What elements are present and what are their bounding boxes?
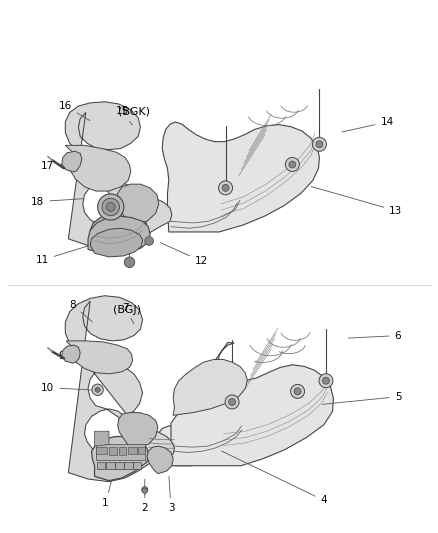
Polygon shape [133, 462, 141, 470]
Text: 9: 9 [59, 351, 83, 361]
Text: 15: 15 [116, 107, 132, 125]
Circle shape [95, 387, 100, 392]
Polygon shape [115, 462, 124, 470]
Circle shape [142, 487, 148, 492]
Text: 5: 5 [322, 392, 401, 405]
Polygon shape [66, 341, 133, 374]
Polygon shape [162, 122, 319, 232]
Text: 17: 17 [41, 160, 76, 171]
Polygon shape [96, 445, 145, 461]
Text: 10: 10 [41, 383, 94, 393]
Circle shape [229, 399, 236, 406]
Circle shape [294, 388, 301, 395]
Polygon shape [65, 102, 172, 248]
Circle shape [322, 377, 329, 384]
Text: 14: 14 [342, 117, 394, 132]
Circle shape [106, 203, 115, 212]
Text: 6: 6 [348, 330, 401, 341]
Polygon shape [117, 184, 159, 224]
Text: (BGJ): (BGJ) [113, 305, 141, 315]
Polygon shape [147, 446, 173, 474]
Polygon shape [171, 343, 333, 466]
Text: 16: 16 [59, 101, 90, 120]
Polygon shape [173, 359, 247, 415]
Polygon shape [62, 151, 82, 172]
Circle shape [316, 141, 323, 148]
Text: 7: 7 [122, 303, 134, 324]
Text: 2: 2 [141, 479, 148, 513]
Circle shape [319, 374, 333, 387]
Circle shape [289, 161, 296, 168]
Text: 8: 8 [69, 300, 92, 322]
Circle shape [290, 384, 304, 398]
Text: 12: 12 [160, 243, 208, 266]
Polygon shape [109, 447, 117, 455]
Polygon shape [118, 413, 158, 447]
Circle shape [225, 395, 239, 409]
Circle shape [222, 184, 229, 191]
Circle shape [219, 181, 233, 195]
Circle shape [142, 488, 148, 494]
Polygon shape [90, 211, 148, 249]
Polygon shape [124, 462, 133, 470]
Text: 1: 1 [102, 466, 116, 508]
Circle shape [92, 384, 103, 395]
Circle shape [286, 158, 299, 172]
Text: (BGK): (BGK) [118, 107, 150, 116]
Circle shape [124, 257, 135, 268]
Polygon shape [156, 424, 240, 466]
Text: 3: 3 [168, 477, 174, 513]
Text: 13: 13 [311, 187, 403, 216]
Polygon shape [97, 462, 106, 470]
Circle shape [98, 194, 124, 220]
Polygon shape [138, 447, 145, 454]
Polygon shape [88, 216, 150, 255]
Polygon shape [106, 462, 115, 470]
Polygon shape [62, 345, 80, 363]
Text: 4: 4 [222, 451, 327, 505]
Circle shape [102, 198, 120, 216]
Polygon shape [65, 146, 131, 191]
Polygon shape [96, 447, 107, 454]
Polygon shape [95, 431, 109, 446]
Polygon shape [92, 437, 148, 481]
Text: 11: 11 [35, 244, 96, 265]
Polygon shape [65, 296, 174, 482]
Text: 18: 18 [31, 197, 83, 207]
Polygon shape [90, 228, 143, 257]
Circle shape [145, 237, 153, 245]
Circle shape [312, 138, 326, 151]
Polygon shape [119, 447, 127, 455]
Polygon shape [128, 447, 137, 454]
